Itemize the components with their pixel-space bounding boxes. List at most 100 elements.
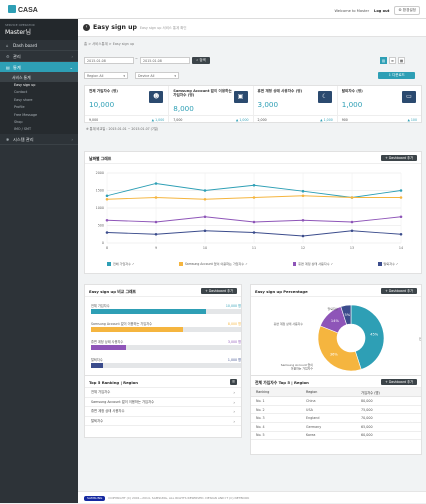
comparison-note: ※ 통계 비교일 : 2015.01.01 ~ 2015.01.07 (7일) — [86, 127, 159, 131]
bar-value-label: 1,000 명 — [227, 358, 241, 362]
user-name: Master님 — [5, 29, 32, 36]
table-row: No. 5 Korea 60,000 — [251, 431, 421, 441]
ranking-item[interactable]: 휴면 계정 상태 사용자수 › — [85, 407, 241, 417]
top-bar: CASA Welcome to Master Log out ⚙ 환경설정 — [0, 0, 426, 19]
line-chart-legend: 전체 가입자수 ✓ Samsung Account 없이 이용하는 가입자수 ✓… — [85, 261, 421, 266]
kpi-label: 휴면 계정 상태 사용자수 (명) — [257, 89, 303, 93]
list-menu-button[interactable]: ☰ — [230, 378, 237, 385]
monitor-exit-icon: ▭ — [402, 91, 416, 103]
add-dashboard-button[interactable]: + Dashboard 추가 — [201, 287, 237, 294]
panel-title: 전체 가입자수 Top 5 | Region — [255, 380, 309, 385]
data-point — [154, 220, 158, 224]
date-from-input[interactable]: 2015.01.08 — [84, 57, 134, 64]
x-tick-label: 10 — [203, 246, 207, 250]
data-point — [252, 183, 256, 187]
date-separator: ~ — [135, 57, 138, 61]
menu-icon: ☰ — [232, 379, 235, 384]
data-point — [350, 220, 354, 224]
y-tick-label: 1500 — [96, 189, 104, 193]
bar — [91, 345, 126, 350]
data-point — [252, 196, 256, 199]
submenu-item-imo-smt[interactable]: IMO / SMT — [14, 127, 32, 132]
legend-item[interactable]: 전체 가입자수 ✓ — [107, 261, 135, 266]
pie-slice — [350, 304, 385, 370]
kpi-value: 8,000 — [173, 104, 194, 113]
chevron-down-icon: ⌄ — [69, 65, 73, 70]
data-point — [105, 218, 109, 222]
kpi-value: 3,000 — [257, 100, 279, 109]
bar-row: 탈퇴자수 1,000 명 — [91, 357, 241, 368]
sidebar-item-system[interactable]: ✱ 시스템 관리 › — [0, 134, 78, 145]
submenu-item-free-message[interactable]: Free Message — [14, 112, 38, 117]
device-select[interactable]: Device All ▾ — [135, 72, 179, 79]
view-grid-toggle[interactable]: ▦ — [398, 57, 405, 64]
region-table: Ranking Region 가입자수 (명) No. 1 China 80,000… — [251, 388, 421, 441]
data-point — [399, 232, 403, 236]
ranking-item[interactable]: 탈퇴자수 › — [85, 417, 241, 427]
add-dashboard-button[interactable]: + Dashboard 추가 — [381, 154, 417, 161]
add-dashboard-button[interactable]: + Dashboard 추가 — [381, 287, 417, 294]
user-card-icon: ▣ — [233, 91, 248, 103]
back-icon[interactable]: ‹ — [83, 24, 90, 31]
bar-value-label: 10,000 명 — [225, 304, 241, 308]
legend-item[interactable]: 휴면 계정 상태 사용자수 ✓ — [292, 261, 333, 266]
data-point — [350, 196, 354, 199]
kpi-withdrawn-users: 탈퇴자수 (명) 1,000 ▭ 900 ▲ 100 — [337, 86, 421, 122]
data-point — [154, 196, 158, 199]
submenu-item-easy-share[interactable]: Easy share — [14, 97, 33, 102]
submenu-item-profile[interactable]: Profile — [14, 105, 25, 110]
submenu-item-shop[interactable]: Shop — [14, 119, 23, 124]
data-point — [203, 229, 207, 233]
download-button[interactable]: ⇩ 다운로드 — [378, 72, 415, 79]
add-dashboard-button[interactable]: + Dashboard 추가 — [381, 378, 417, 385]
table-header-row: Ranking Region 가입자수 (명) — [251, 388, 421, 398]
column-header: Region — [301, 388, 357, 398]
data-point — [301, 194, 305, 198]
bar-label: 전체 가입자수 10,000 명 — [91, 304, 241, 308]
page-header: ‹ Easy sign up Easy sign up 서비스 통계 확인 — [78, 19, 426, 37]
settings-button[interactable]: ⚙ 환경설정 — [394, 6, 420, 15]
chart-icon: ▤ — [6, 65, 10, 70]
panel-title: Easy sign up Percentage — [255, 289, 308, 294]
data-point — [105, 194, 109, 198]
gear-icon: ⚙ — [398, 8, 402, 12]
x-tick-label: 13 — [350, 246, 354, 250]
bar-label: 탈퇴자수 1,000 명 — [91, 358, 241, 362]
kpi-footer: 7,000 ▲ 1,000 — [169, 115, 253, 122]
bar — [91, 363, 103, 368]
table-row: No. 1 China 80,000 — [251, 396, 421, 406]
view-list-toggle[interactable]: ≡ — [389, 57, 396, 64]
sidebar-item-dashboard[interactable]: ⌂ Dash board — [0, 40, 78, 51]
region-top5-panel: 전체 가입자수 Top 5 | Region + Dashboard 추가 Ran… — [250, 375, 422, 455]
bar-value-label: 3,000 명 — [227, 340, 241, 344]
panel-title: 날짜별 그래프 — [89, 156, 112, 161]
casa-logo[interactable]: CASA — [8, 5, 38, 14]
view-chart-toggle[interactable]: ▥ — [380, 57, 387, 64]
slice-label: 36% — [330, 352, 339, 356]
bar-track — [91, 345, 241, 350]
ranking-item[interactable]: Samsung Account 없이 이용하는 가입자수 › — [85, 398, 241, 408]
ranking-item[interactable]: 전체 가입자수 › — [85, 388, 241, 398]
users-chat-icon: ☻ — [149, 91, 164, 103]
date-to-input[interactable]: 2015.01.08 — [140, 57, 190, 64]
search-button[interactable]: ⌕ 검색 — [192, 57, 210, 64]
data-point — [203, 215, 207, 219]
region-select[interactable]: Region All ▾ — [84, 72, 128, 79]
page-subtitle: Easy sign up 서비스 통계 확인 — [139, 26, 187, 30]
legend-item[interactable]: 탈퇴자수 ✓ — [378, 261, 399, 266]
bar-label: 휴면 계정 상태 사용자수 3,000 명 — [91, 340, 241, 344]
slice-name: 전체 가입자수 — [419, 336, 421, 341]
logout-link[interactable]: Log out — [374, 8, 390, 13]
data-point — [301, 234, 305, 238]
sidebar-item-statistics[interactable]: ▤ 통계 ⌄ — [0, 62, 78, 73]
y-tick-label: 1000 — [96, 206, 104, 210]
sidebar-item-management[interactable]: ⚙ 관리 › — [0, 51, 78, 62]
data-point — [399, 215, 403, 219]
submenu-item-easy-signup[interactable]: Easy sign up — [14, 83, 36, 87]
kpi-dormant-users: 휴면 계정 상태 사용자수 (명) 3,000 ☾ 2,000 ▲ 1,000 — [253, 86, 338, 122]
legend-item[interactable]: Samsung Account 없이 이용하는 가입자수 ✓ — [179, 261, 248, 266]
grid-icon: ▦ — [399, 59, 404, 63]
table-row: No. 4 Germany 65,000 — [251, 422, 421, 432]
sidebar-submenu: 서비스 통계 Easy sign up Contact Easy share P… — [0, 73, 78, 134]
submenu-item-contact[interactable]: Contact — [14, 90, 28, 95]
